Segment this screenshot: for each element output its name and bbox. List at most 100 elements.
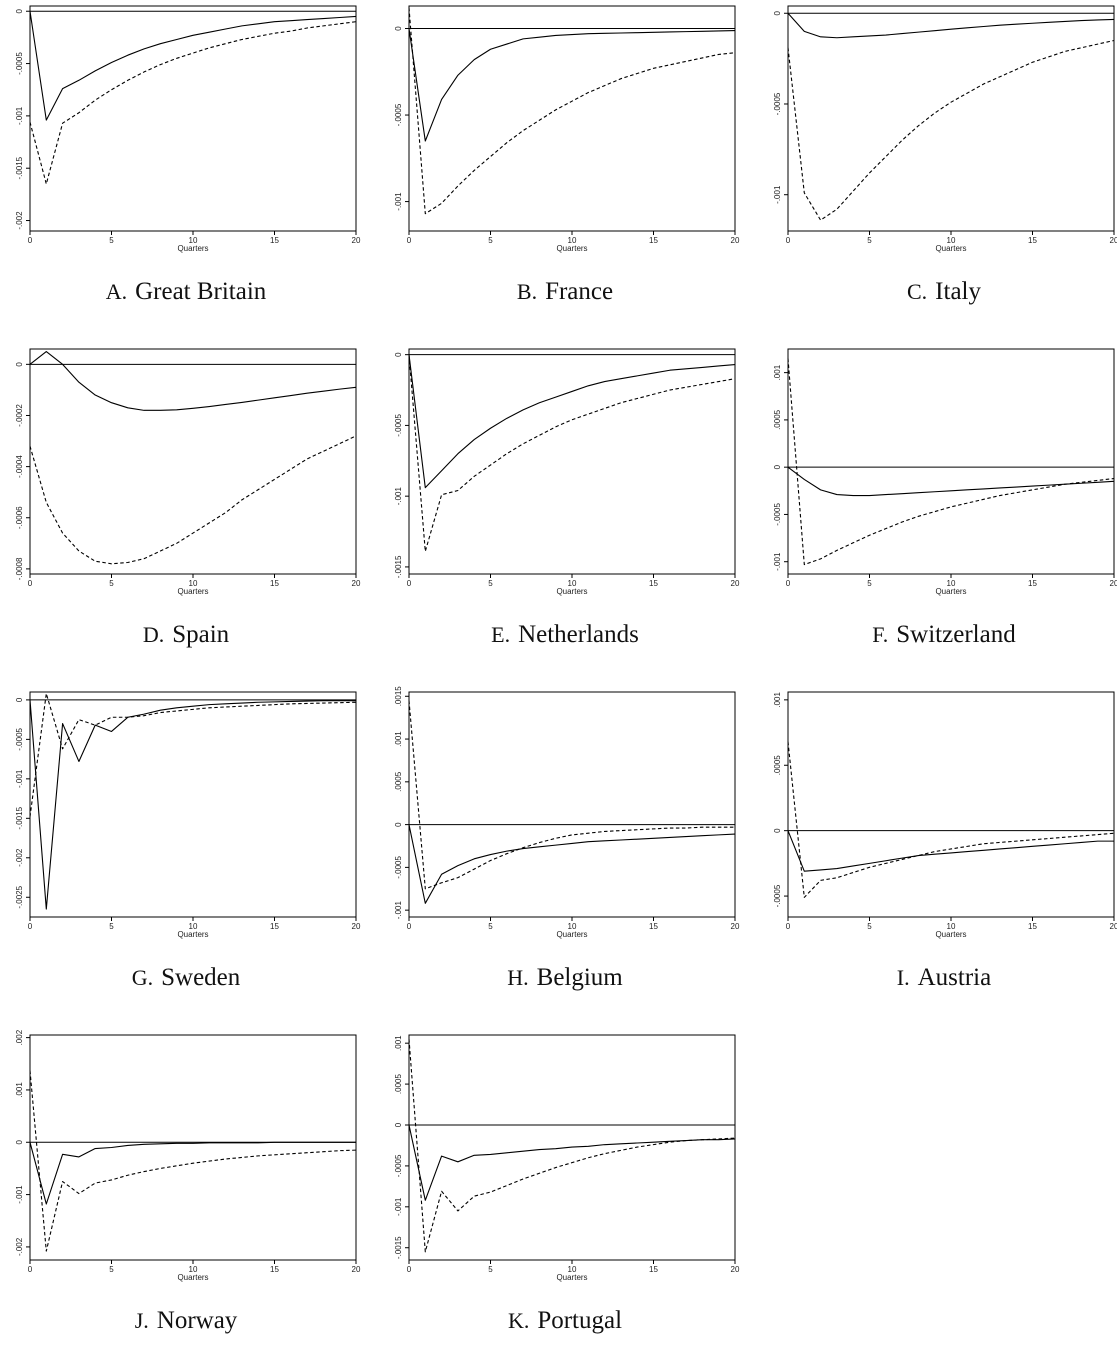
y-tick-label: -.002: [15, 848, 24, 867]
panel-caption: K. Portugal: [379, 1307, 751, 1335]
y-tick-label: -.001: [394, 900, 403, 919]
y-tick-label: -.001: [15, 106, 24, 125]
x-tick-label: 0: [28, 236, 33, 245]
series-line-dashed: [408, 1039, 736, 1253]
y-tick-label: .001: [773, 364, 782, 380]
panel-title: Norway: [156, 1307, 238, 1334]
series-line-solid: [787, 466, 1115, 497]
y-tick-label: -.0015: [15, 806, 24, 829]
series-line-dashed: [787, 39, 1115, 221]
x-tick-label: 20: [352, 922, 361, 931]
x-tick-label: 0: [786, 922, 791, 931]
plot-frame: [29, 691, 357, 918]
y-tick-label: -.0002: [15, 404, 24, 427]
panel-title: Great Britain: [135, 278, 267, 305]
line-chart: 0 5 10 15 20 Quarters 0 -.0005 -.001: [773, 5, 1117, 253]
y-tick-label: 0: [394, 26, 403, 31]
x-tick-label: 0: [28, 579, 33, 588]
panel-title: Italy: [935, 278, 981, 305]
y-tick-label: -.0004: [15, 455, 24, 478]
x-tick-label: 20: [352, 579, 361, 588]
y-tick-label: 0: [773, 10, 782, 15]
panel-caption: G. Sweden: [0, 964, 372, 992]
panel-letter: K.: [507, 1308, 530, 1333]
panel-title: France: [545, 278, 614, 305]
panel-caption: E. Netherlands: [379, 621, 751, 649]
panel-letter: E.: [491, 622, 511, 647]
panel-caption: F. Switzerland: [758, 621, 1117, 649]
panel-letter: D.: [142, 622, 165, 647]
y-tick-label: -.0015: [394, 555, 403, 578]
panel-great-britain: 0 5 10 15 20 Quarters 0 -.0005 -.001 -.0015 -.002 A…: [0, 0, 372, 340]
x-tick-label: 15: [649, 579, 658, 588]
plot-frame: [29, 1034, 357, 1261]
y-tick-label: 0: [394, 822, 403, 827]
y-tick-label: .0005: [394, 771, 403, 792]
y-tick-label: -.0005: [394, 414, 403, 437]
x-tick-label: 5: [867, 236, 872, 245]
panel-letter: B.: [516, 279, 538, 304]
series-line-dashed: [29, 435, 357, 565]
y-tick-label: .001: [15, 1082, 24, 1098]
line-chart: 0 5 10 15 20 Quarters 0 -.0005 -.001 -.0015 -.002 -…: [15, 691, 361, 939]
series-line-dashed: [29, 1070, 357, 1252]
x-tick-label: 15: [1028, 579, 1037, 588]
x-tick-label: 0: [407, 236, 412, 245]
panel-sweden: 0 5 10 15 20 Quarters 0 -.0005 -.001 -.0015 -.002 -…: [0, 686, 372, 1026]
plot-frame: [787, 5, 1115, 232]
x-axis-label: Quarters: [556, 930, 587, 939]
panel-letter: F.: [872, 622, 889, 647]
x-tick-label: 20: [731, 922, 740, 931]
y-tick-label: -.001: [394, 1197, 403, 1216]
x-axis-label: Quarters: [556, 587, 587, 596]
y-tick-label: -.0025: [15, 885, 24, 908]
panel-italy: 0 5 10 15 20 Quarters 0 -.0005 -.001 C. Italy: [758, 0, 1117, 340]
x-tick-label: 0: [786, 236, 791, 245]
x-tick-label: 20: [1110, 922, 1117, 931]
panel-netherlands: 0 5 10 15 20 Quarters 0 -.0005 -.001 -.0015 E. Neth…: [379, 343, 751, 683]
plot-frame: [29, 5, 357, 232]
y-tick-label: -.002: [15, 1237, 24, 1256]
x-tick-label: 10: [568, 236, 577, 245]
x-tick-label: 5: [488, 922, 493, 931]
panel-letter: J.: [134, 1308, 149, 1333]
series-line-dashed: [787, 358, 1115, 566]
y-tick-label: 0: [394, 352, 403, 357]
x-tick-label: 10: [568, 922, 577, 931]
x-axis-label: Quarters: [556, 1273, 587, 1282]
y-tick-label: -.0005: [15, 52, 24, 75]
panel-letter: I.: [896, 965, 910, 990]
x-tick-label: 20: [1110, 236, 1117, 245]
series-line-dashed: [408, 700, 735, 890]
x-tick-label: 5: [109, 579, 114, 588]
panel-caption: I. Austria: [758, 964, 1117, 992]
y-tick-label: -.0005: [394, 855, 403, 878]
y-tick-label: 0: [773, 828, 782, 833]
y-tick-label: 0: [773, 464, 782, 469]
x-tick-label: 20: [352, 1265, 361, 1274]
y-tick-label: 0: [15, 697, 24, 702]
panel-title: Switzerland: [896, 621, 1016, 648]
x-tick-label: 5: [488, 579, 493, 588]
x-tick-label: 5: [109, 1265, 114, 1274]
series-line-dashed: [787, 741, 1115, 898]
y-tick-label: .001: [773, 692, 782, 708]
y-tick-label: -.002: [15, 211, 24, 230]
panel-title: Spain: [172, 621, 230, 648]
series-line-solid: [408, 28, 736, 142]
panel-austria: 0 5 10 15 20 Quarters .001 .0005 0 -.0005 I. Austri…: [758, 686, 1117, 1026]
x-tick-label: 0: [786, 579, 791, 588]
panel-letter: C.: [906, 279, 928, 304]
line-chart: 0 5 10 15 20 Quarters 0 -.0002 -.0004 -.0006 -.000…: [15, 348, 361, 596]
x-tick-label: 10: [947, 922, 956, 931]
y-tick-label: .0005: [394, 1074, 403, 1095]
x-tick-label: 15: [270, 922, 279, 931]
x-tick-label: 0: [407, 922, 412, 931]
y-tick-label: -.001: [15, 1185, 24, 1204]
y-tick-label: .002: [15, 1029, 24, 1045]
plot-frame: [408, 691, 736, 918]
y-tick-label: 0: [15, 1139, 24, 1144]
series-line-dashed: [408, 354, 736, 552]
line-chart: 0 5 10 15 20 Quarters .001 .0005 0 -.0005 -.001: [773, 348, 1117, 596]
